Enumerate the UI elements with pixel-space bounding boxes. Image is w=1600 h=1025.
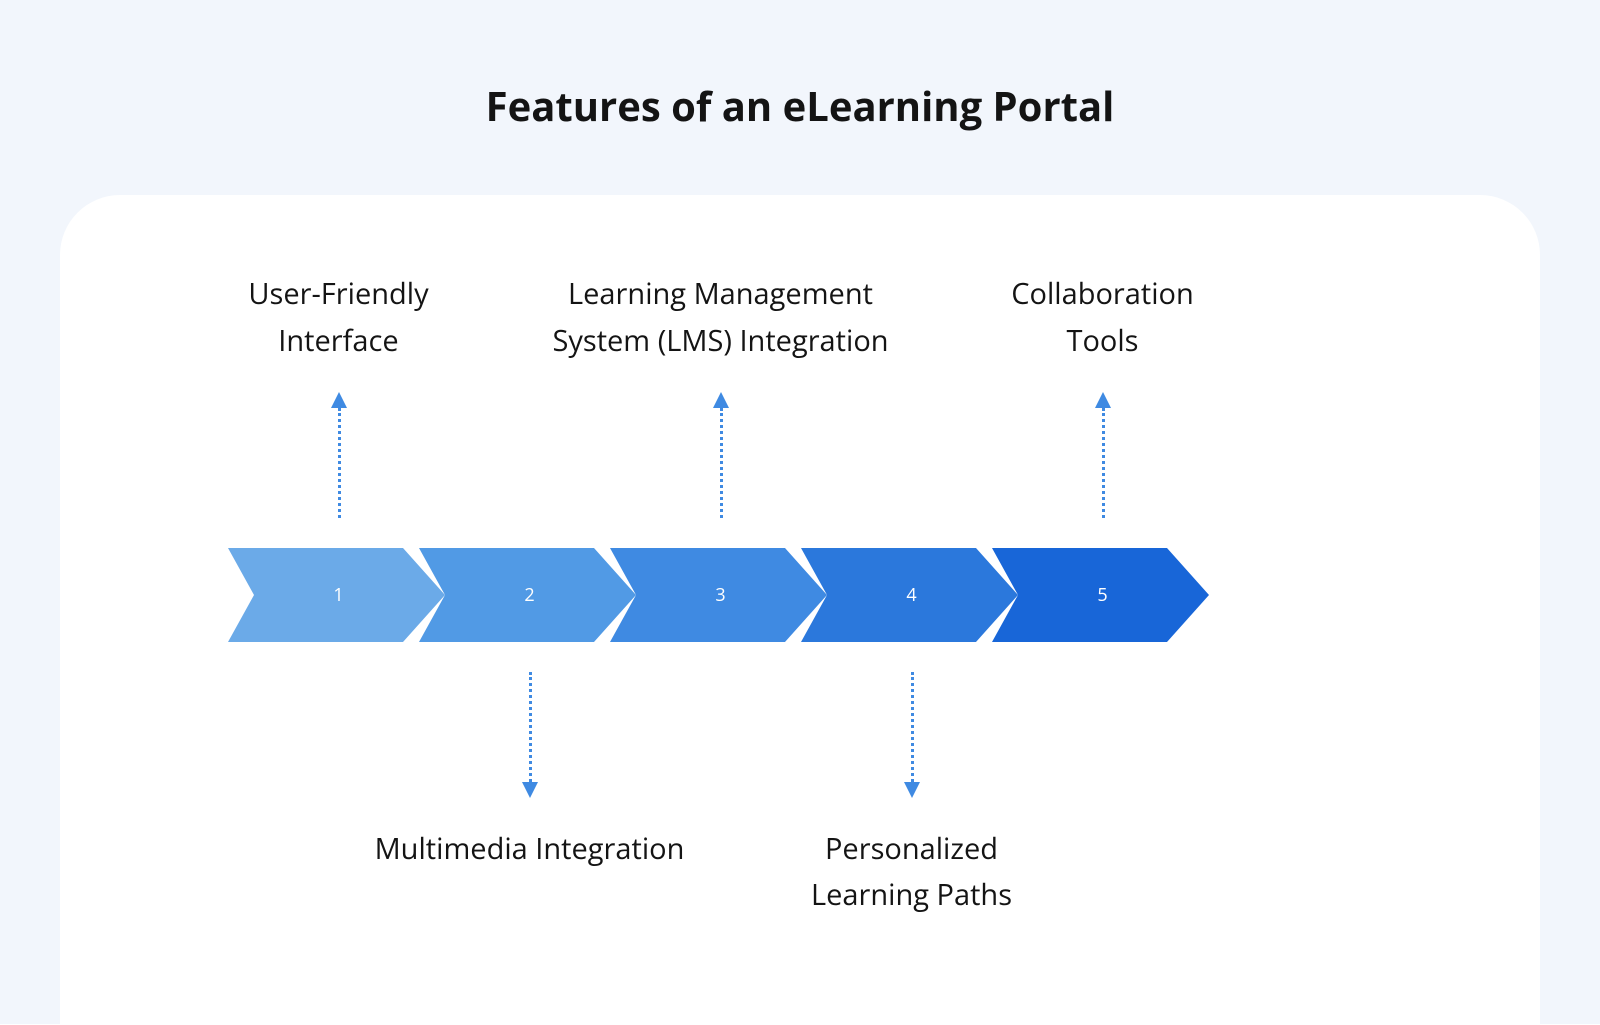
chevron-step-5: 5 [992,548,1209,642]
arrow-up-icon [713,392,729,408]
callout-line [529,672,532,782]
page: Features of an eLearning Portal User-Fri… [0,0,1600,1024]
chevron-step-4: 4 [801,548,1018,642]
chevron-number: 3 [715,583,725,607]
feature-label-2: Multimedia Integration [350,826,710,872]
callout-line [1102,408,1105,518]
chevron-number: 4 [906,583,916,607]
chevron-step-3: 3 [610,548,827,642]
diagram-card: User-Friendly Interface Multimedia Integ… [60,195,1540,1025]
chevron-number: 2 [524,583,534,607]
feature-label-5: Collaboration Tools [953,271,1253,364]
feature-label-1: User-Friendly Interface [189,271,489,364]
chevron-step-2: 2 [419,548,636,642]
chevron-number: 5 [1097,583,1107,607]
callout-line [338,408,341,518]
feature-label-4: Personalized Learning Paths [762,826,1062,919]
arrow-up-icon [1095,392,1111,408]
feature-label-3: Learning Management System (LMS) Integra… [511,271,931,364]
arrow-down-icon [904,782,920,798]
chevron-number: 1 [333,583,343,607]
arrow-up-icon [331,392,347,408]
chevron-step-1: 1 [228,548,445,642]
arrow-down-icon [522,782,538,798]
callout-line [720,408,723,518]
callout-line [911,672,914,782]
page-title: Features of an eLearning Portal [0,78,1600,133]
